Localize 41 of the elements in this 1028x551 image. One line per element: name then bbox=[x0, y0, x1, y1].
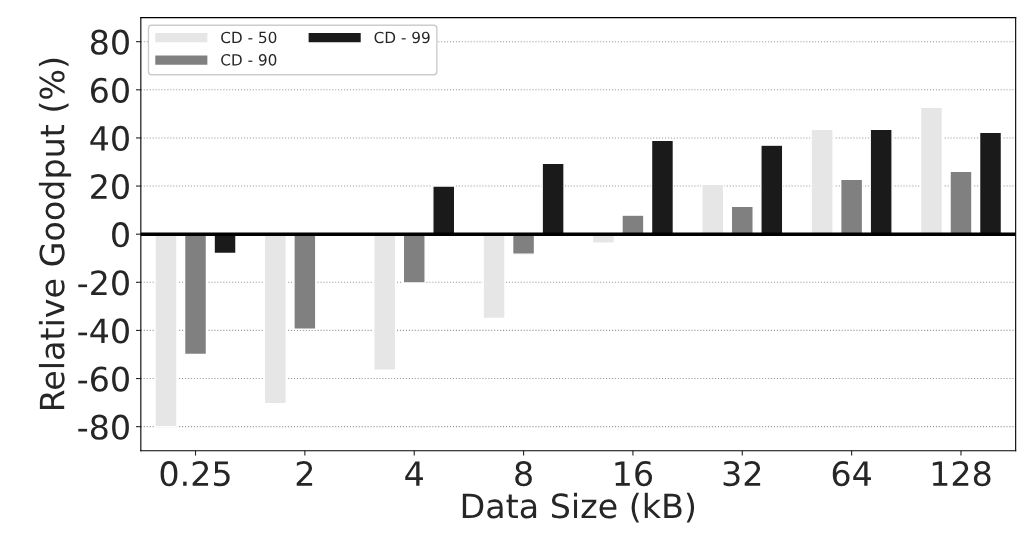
bar bbox=[840, 178, 864, 235]
x-tick-label: 64 bbox=[832, 461, 871, 487]
bar bbox=[154, 233, 178, 428]
x-tick-label: 2 bbox=[296, 461, 313, 486]
x-tick-label: 16 bbox=[615, 461, 653, 487]
bar bbox=[978, 131, 1003, 235]
y-tick-label: -60 bbox=[78, 366, 129, 392]
bar bbox=[869, 128, 893, 235]
legend-label: CD - 90 bbox=[221, 54, 277, 66]
x-tick-label: 4 bbox=[405, 461, 423, 486]
bar bbox=[263, 233, 287, 405]
bar bbox=[760, 144, 784, 235]
x-tick-label: 32 bbox=[723, 461, 761, 487]
bar bbox=[293, 233, 317, 330]
y-tick-label: -20 bbox=[78, 270, 129, 296]
bar bbox=[650, 139, 675, 235]
x-tick-label: 128 bbox=[932, 461, 991, 487]
legend-label: CD - 50 bbox=[221, 31, 277, 44]
x-axis-title: Data Size (kB) bbox=[462, 492, 695, 523]
y-tick-label: 40 bbox=[90, 125, 129, 152]
bar bbox=[373, 233, 397, 371]
bar bbox=[432, 185, 456, 235]
y-tick-label: 0 bbox=[112, 222, 129, 248]
bar bbox=[949, 170, 973, 235]
bar bbox=[919, 106, 944, 235]
bar bbox=[213, 233, 237, 255]
x-tick-label: 0.25 bbox=[160, 461, 230, 487]
y-axis-title: Relative Goodput (%) bbox=[38, 58, 72, 410]
legend-label: CD - 99 bbox=[374, 31, 430, 44]
bar bbox=[402, 233, 426, 284]
bar bbox=[810, 128, 834, 235]
x-tick-label: 8 bbox=[515, 461, 532, 487]
y-tick-label: 20 bbox=[91, 173, 129, 200]
bar bbox=[183, 233, 208, 356]
bar bbox=[701, 183, 725, 235]
y-tick-label: 80 bbox=[90, 29, 129, 55]
y-tick-label: -80 bbox=[78, 414, 129, 440]
bar bbox=[541, 162, 565, 235]
y-tick-label: -40 bbox=[78, 318, 129, 344]
y-tick-label: 60 bbox=[91, 77, 129, 103]
bar bbox=[482, 233, 506, 320]
